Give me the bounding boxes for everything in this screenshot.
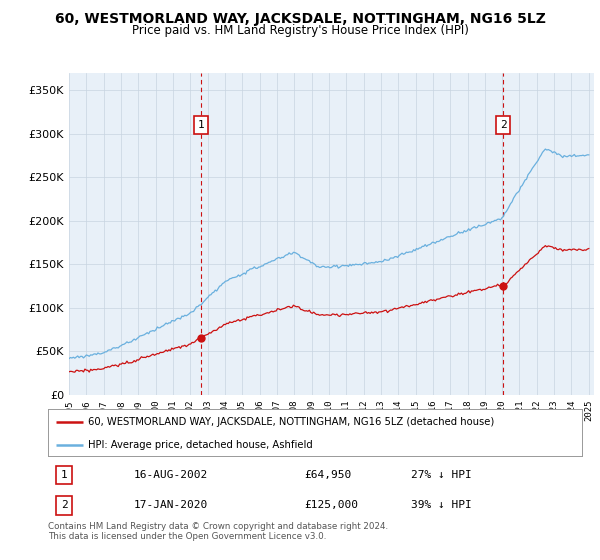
Text: HPI: Average price, detached house, Ashfield: HPI: Average price, detached house, Ashf… (88, 440, 313, 450)
Text: 17-JAN-2020: 17-JAN-2020 (133, 501, 208, 510)
Text: Contains HM Land Registry data © Crown copyright and database right 2024.
This d: Contains HM Land Registry data © Crown c… (48, 522, 388, 542)
Text: 16-AUG-2002: 16-AUG-2002 (133, 470, 208, 480)
Text: Price paid vs. HM Land Registry's House Price Index (HPI): Price paid vs. HM Land Registry's House … (131, 24, 469, 36)
Text: 2: 2 (500, 120, 506, 130)
Text: 1: 1 (197, 120, 205, 130)
Text: 39% ↓ HPI: 39% ↓ HPI (411, 501, 472, 510)
Text: 27% ↓ HPI: 27% ↓ HPI (411, 470, 472, 480)
Text: 60, WESTMORLAND WAY, JACKSDALE, NOTTINGHAM, NG16 5LZ: 60, WESTMORLAND WAY, JACKSDALE, NOTTINGH… (55, 12, 545, 26)
Text: £125,000: £125,000 (304, 501, 358, 510)
Text: 2: 2 (61, 501, 67, 510)
Text: 60, WESTMORLAND WAY, JACKSDALE, NOTTINGHAM, NG16 5LZ (detached house): 60, WESTMORLAND WAY, JACKSDALE, NOTTINGH… (88, 417, 494, 427)
Text: £64,950: £64,950 (304, 470, 352, 480)
Text: 1: 1 (61, 470, 67, 480)
